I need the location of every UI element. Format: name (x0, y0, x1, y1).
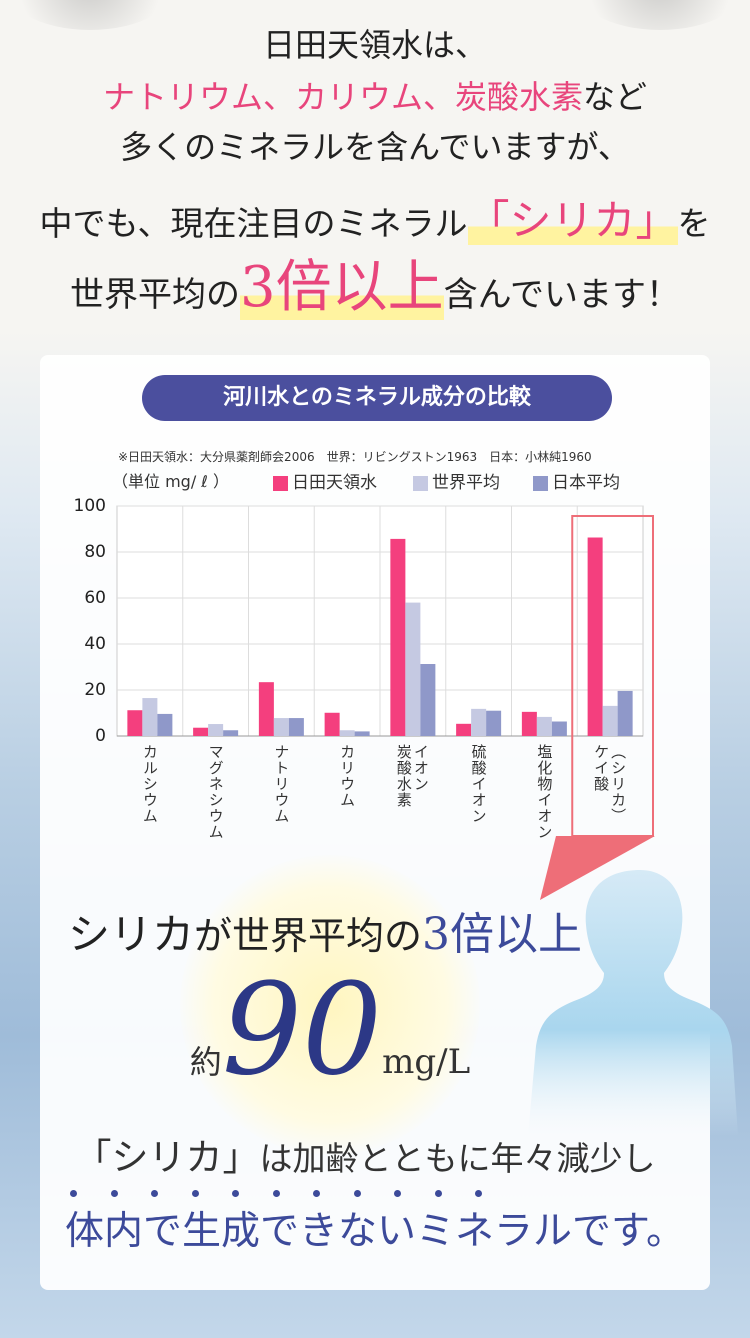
closing-silica: 「シリカ」 (74, 1136, 260, 1179)
x-tick-label: イオン 炭酸水素 (394, 744, 430, 808)
intro-line-5: 世界平均の3倍以上含んでいます！ (0, 254, 750, 329)
intro-line-3: 多くのミネラルを含んでいますが、 (120, 128, 630, 166)
unit-label: （単位 mg/ ℓ ） (112, 472, 230, 491)
silica-unit: mg/L (382, 1042, 471, 1082)
legend-item-hita: 日田天領水 (273, 472, 377, 494)
highlight-glow (180, 855, 480, 1155)
x-tick-label-part: マグネシウム (206, 744, 225, 840)
closing-line-1: 「シリカ」は加齢とともに年々減少し (0, 1132, 740, 1185)
x-tick-label-part: イオン (411, 744, 430, 792)
intro-line-4-post: を (677, 204, 711, 243)
y-tick-label: 0 (95, 726, 106, 746)
legend-label: 世界平均 (432, 473, 500, 493)
bar-japan (486, 710, 502, 736)
bar-world (405, 602, 421, 736)
legend-item-japan: 日本平均 (533, 472, 620, 494)
y-tick-label: 40 (84, 634, 106, 654)
bar-japan (288, 718, 304, 736)
bar-japan (223, 730, 239, 736)
x-tick-label-part: （シリカ） (609, 744, 628, 824)
bar-hita (258, 682, 274, 736)
closing-line-1-rest: は加齢とともに年々減少し (259, 1139, 656, 1178)
legend-label: 日田天領水 (292, 473, 377, 493)
y-tick-label: 60 (84, 588, 106, 608)
x-tick-label-part: ケイ酸 (592, 744, 611, 792)
intro-line-2: ナトリウム、カリウム、炭酸水素など (0, 74, 750, 120)
intro-line-5-pre: 世界平均の (70, 275, 241, 315)
approx-label: 約 (189, 1043, 222, 1081)
bar-japan (551, 721, 567, 736)
bar-hita (390, 538, 406, 736)
callout-line-1: シリカが世界平均の3倍以上 (0, 908, 700, 963)
x-tick-label-part: 硫酸イオン (469, 744, 488, 824)
silica-highlight: 「シリカ」 (467, 196, 678, 245)
callout-mid: が世界平均の (194, 914, 423, 958)
y-tick-label: 100 (73, 496, 106, 516)
callout-value: 約90mg/L (0, 967, 705, 1128)
intro-line-2-rest: など (583, 78, 648, 116)
x-tick-label: 塩化物イオン (535, 744, 554, 840)
emphasis-dots (70, 1190, 482, 1197)
bar-hita (521, 711, 537, 736)
bar-world (208, 724, 224, 736)
x-tick-label: マグネシウム (206, 744, 225, 840)
x-tick-label: ナトリウム (272, 744, 291, 824)
legend-label: 日本平均 (552, 473, 620, 493)
bar-japan (420, 664, 436, 736)
x-tick-label: （シリカ） ケイ酸 (592, 744, 628, 824)
intro-line-4-pre: 中でも、現在注目のミネラル (39, 204, 468, 243)
silica-value: 90 (221, 956, 383, 1103)
bar-hita (456, 723, 472, 736)
legend-swatch (413, 475, 428, 491)
bar-world (602, 705, 618, 736)
x-tick-label-part: 塩化物イオン (535, 744, 554, 840)
legend-swatch (533, 475, 548, 491)
y-tick-label: 20 (84, 680, 106, 700)
intro-line-4: 中でも、現在注目のミネラル「シリカ」を (0, 192, 750, 253)
bar-world (142, 698, 158, 736)
three-times-highlight: 3倍以上 (240, 255, 444, 320)
bar-hita (127, 710, 143, 736)
callout-silica: シリカ (67, 910, 194, 959)
x-tick-label-part: カルシウム (140, 744, 159, 824)
intro-line-1: 日田天領水は、 (262, 26, 487, 64)
y-tick-label: 80 (84, 542, 106, 562)
intro-minerals: ナトリウム、カリウム、炭酸水素 (102, 78, 583, 116)
callout-three-times: 3倍以上 (422, 909, 583, 960)
x-tick-label: カリウム (338, 744, 357, 808)
bar-world (273, 718, 289, 736)
x-tick-label-part: ナトリウム (272, 744, 291, 824)
bar-hita (587, 537, 603, 736)
bar-japan (354, 731, 370, 736)
x-tick-label-part: カリウム (338, 744, 357, 808)
bar-hita (193, 727, 209, 736)
bar-japan (617, 690, 633, 736)
x-tick-label: 硫酸イオン (469, 744, 488, 824)
bar-world (471, 708, 487, 736)
x-tick-label-part: 炭酸水素 (394, 744, 413, 808)
intro-line-5-post: 含んでいます！ (443, 275, 680, 315)
x-tick-label: カルシウム (140, 744, 159, 824)
legend-swatch (273, 475, 288, 491)
chart-title: 河川水とのミネラル成分の比較 (142, 375, 612, 421)
source-note: ※日田天領水：大分県薬剤師会2006 世界：リビングストン1963 日本：小林純… (118, 450, 592, 464)
bar-world (339, 730, 355, 736)
bar-world (536, 716, 552, 736)
closing-line-2: 体内で生成できないミネラルです。 (64, 1209, 686, 1254)
bar-hita (324, 712, 340, 736)
legend-item-world: 世界平均 (413, 472, 500, 494)
bar-japan (157, 713, 173, 736)
